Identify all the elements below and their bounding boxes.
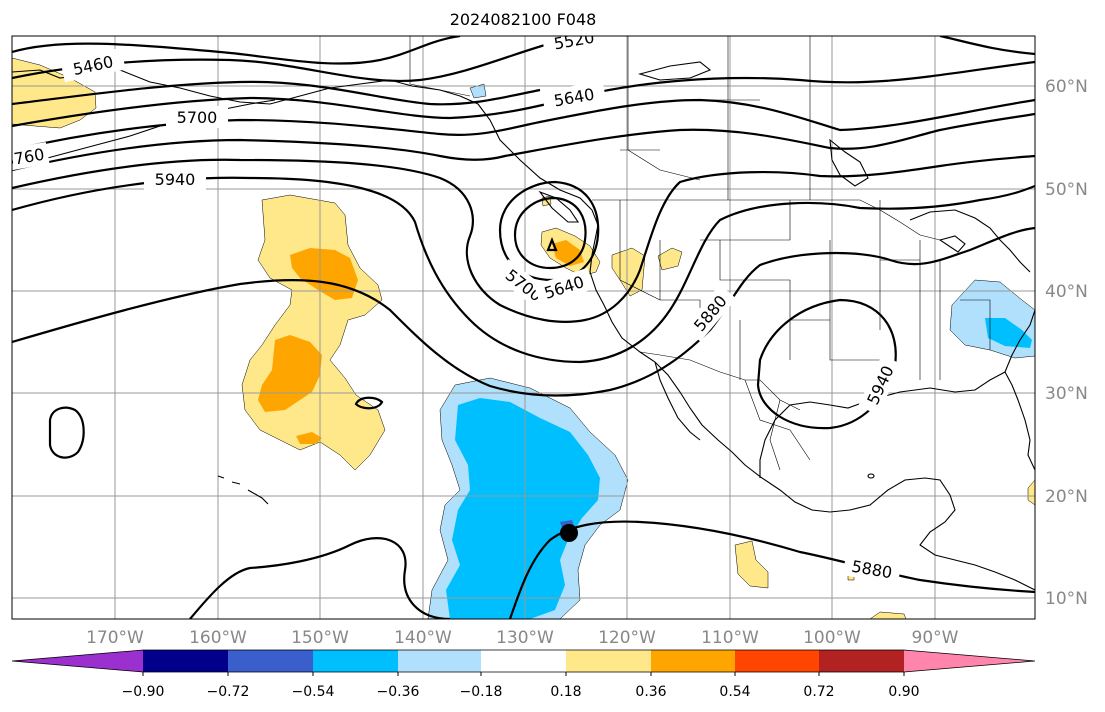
colorbar-tick-label: −0.90 bbox=[122, 684, 165, 700]
anomaly-shading bbox=[12, 57, 1035, 619]
lat-label-10n: 10°N bbox=[1045, 589, 1088, 609]
colorbar-tick-label: −0.54 bbox=[292, 684, 335, 700]
colorbar-tick-label: 0.36 bbox=[635, 684, 666, 700]
colorbar-tick-label: −0.18 bbox=[460, 684, 503, 700]
lon-label-120w: 120°W bbox=[598, 628, 656, 648]
contour-5580 bbox=[12, 80, 541, 106]
map-panel: 5460 5520 5640 5700 5760 5940 5700 5640 … bbox=[11, 35, 1036, 620]
colorbar-tick-label: 0.90 bbox=[888, 684, 919, 700]
colorbar-swatch bbox=[228, 650, 313, 672]
contour-low-center bbox=[546, 237, 558, 252]
anomaly-orange-pacific-3 bbox=[296, 432, 322, 444]
us-mexico-border bbox=[639, 351, 801, 411]
contour-5640-north bbox=[12, 60, 1035, 128]
positive-anomaly-tropics-3 bbox=[869, 611, 907, 619]
colorbar-tick-label: 0.54 bbox=[719, 684, 750, 700]
alaska-canada-border bbox=[409, 36, 471, 97]
lat-label-30n: 30°N bbox=[1045, 384, 1088, 404]
contour-closed-small bbox=[48, 406, 85, 459]
lon-label-90w: 90°W bbox=[912, 628, 959, 648]
map-frame bbox=[11, 35, 1036, 620]
lat-label-20n: 20°N bbox=[1045, 487, 1088, 507]
storm-center-marker bbox=[560, 524, 578, 542]
colorbar-tick-label: 0.72 bbox=[803, 684, 834, 700]
atlantic-coast bbox=[1004, 309, 1035, 373]
lon-label-170w: 170°W bbox=[86, 628, 144, 648]
lon-label-140w: 140°W bbox=[394, 628, 452, 648]
colorbar-tick-label: −0.72 bbox=[207, 684, 250, 700]
us-states bbox=[619, 200, 991, 380]
contour-5760 bbox=[12, 112, 1035, 172]
colorbar-tick-label: −0.36 bbox=[377, 684, 420, 700]
lon-label-100w: 100°W bbox=[803, 628, 861, 648]
anomaly-blue-subtropics bbox=[446, 398, 600, 619]
contour-5880-south bbox=[189, 520, 1035, 619]
contour-closed-small-2 bbox=[354, 396, 384, 410]
gulf-island bbox=[867, 473, 875, 479]
baja-coast bbox=[654, 361, 701, 441]
lat-label-40n: 40°N bbox=[1045, 282, 1088, 302]
contour-label-5940-north: 5940 bbox=[155, 170, 196, 189]
florida-coast bbox=[1004, 371, 1035, 471]
colorbar-swatch bbox=[143, 650, 228, 672]
political-borders bbox=[409, 36, 991, 471]
colorbar-tick-label: 0.18 bbox=[550, 684, 581, 700]
colorbar: −0.90 −0.72 −0.54 −0.36 −0.18 0.18 0.36 … bbox=[11, 649, 1036, 700]
gulf-coast bbox=[759, 371, 1006, 478]
great-lakes bbox=[909, 209, 1031, 273]
bc-panhandle-coast bbox=[459, 95, 851, 513]
canada-provinces bbox=[620, 36, 811, 200]
positive-anomaly-interior bbox=[657, 247, 683, 271]
contour-5820 bbox=[12, 154, 1035, 323]
colorbar-swatch bbox=[313, 650, 398, 672]
colorbar-extend-low bbox=[12, 650, 143, 672]
contour-5940-north bbox=[12, 176, 1035, 364]
lon-label-110w: 110°W bbox=[701, 628, 759, 648]
positive-anomaly-tropics-1 bbox=[734, 540, 769, 589]
colorbar-swatch bbox=[481, 650, 566, 672]
colorbar-swatch bbox=[819, 650, 904, 672]
lat-label-50n: 50°N bbox=[1045, 180, 1088, 200]
hawaii-islands bbox=[217, 475, 269, 505]
contour-5460 bbox=[12, 36, 461, 65]
contour-label-5700-north: 5700 bbox=[177, 108, 218, 127]
arctic-isle bbox=[637, 61, 712, 81]
latitude-labels: 60°N 50°N 40°N 30°N 20°N 10°N bbox=[1045, 77, 1088, 609]
contour-5880-main bbox=[12, 226, 1035, 397]
figure-title: 2024082100 F048 bbox=[450, 10, 597, 29]
lon-label-150w: 150°W bbox=[291, 628, 349, 648]
colorbar-swatch bbox=[735, 650, 819, 672]
lat-label-60n: 60°N bbox=[1045, 77, 1088, 97]
colorbar-swatch bbox=[651, 650, 735, 672]
lon-label-130w: 130°W bbox=[496, 628, 554, 648]
colorbar-swatch bbox=[398, 650, 481, 672]
anomaly-orange-pacific-1 bbox=[290, 248, 358, 300]
colorbar-swatch bbox=[566, 650, 651, 672]
longitude-labels: 170°W 160°W 150°W 140°W 130°W 120°W 110°… bbox=[86, 628, 959, 648]
negative-anomaly-small bbox=[469, 83, 487, 99]
canada-us-border bbox=[592, 199, 941, 241]
yucatan-coast bbox=[849, 477, 1035, 591]
contour-5520-b bbox=[939, 36, 1035, 56]
lon-label-160w: 160°W bbox=[189, 628, 247, 648]
hudson-bay bbox=[829, 138, 869, 187]
contour-low-ring-2 bbox=[513, 196, 587, 270]
colorbar-extend-high bbox=[904, 650, 1035, 672]
